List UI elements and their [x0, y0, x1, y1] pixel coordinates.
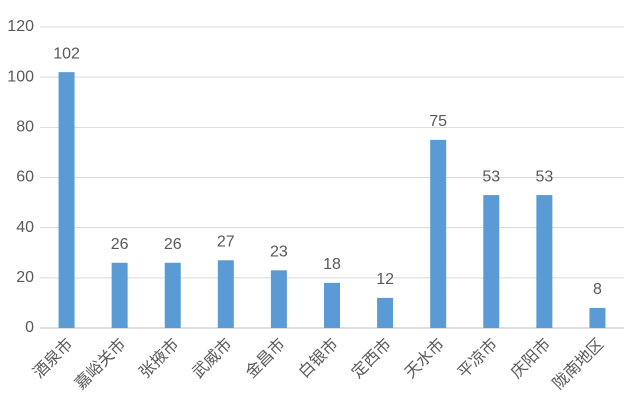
y-tick-label: 60 [16, 169, 34, 186]
bar [270, 270, 287, 328]
data-label: 75 [429, 113, 447, 130]
bar [164, 262, 181, 328]
data-label: 53 [482, 168, 500, 185]
x-tick-label: 庆阳市 [507, 335, 554, 382]
x-tick-label: 陇南地区 [549, 335, 607, 393]
x-tick-label: 武威市 [189, 335, 236, 382]
data-label: 12 [376, 271, 394, 288]
data-label: 26 [111, 236, 129, 253]
x-tick-label: 张掖市 [136, 335, 183, 382]
x-tick-label: 嘉峪关市 [71, 335, 129, 393]
data-label: 26 [164, 236, 182, 253]
y-tick-label: 100 [7, 68, 34, 85]
y-tick-label: 120 [7, 18, 34, 35]
x-tick-label: 定西市 [348, 335, 395, 382]
x-tick-label: 酒泉市 [30, 335, 77, 382]
bar [324, 282, 340, 328]
bar [536, 195, 553, 328]
data-label: 23 [270, 244, 288, 261]
data-label: 8 [593, 281, 602, 298]
data-label: 102 [53, 45, 80, 62]
bar [430, 139, 447, 328]
bar [111, 262, 128, 328]
y-tick-label: 80 [16, 119, 34, 136]
y-tick-label: 20 [16, 269, 34, 286]
data-label: 18 [323, 256, 341, 273]
bar [58, 72, 75, 329]
x-tick-label: 平凉市 [454, 335, 501, 382]
bar [377, 297, 394, 328]
x-tick-label: 白银市 [295, 335, 342, 382]
y-tick-label: 0 [25, 319, 34, 336]
bar [589, 307, 606, 328]
bar [217, 260, 234, 328]
data-label: 53 [535, 168, 553, 185]
y-tick-label: 40 [16, 219, 34, 236]
x-tick-label: 金昌市 [242, 335, 289, 382]
data-label: 27 [217, 233, 235, 250]
x-tick-label: 天水市 [401, 335, 448, 382]
bar [483, 195, 500, 328]
